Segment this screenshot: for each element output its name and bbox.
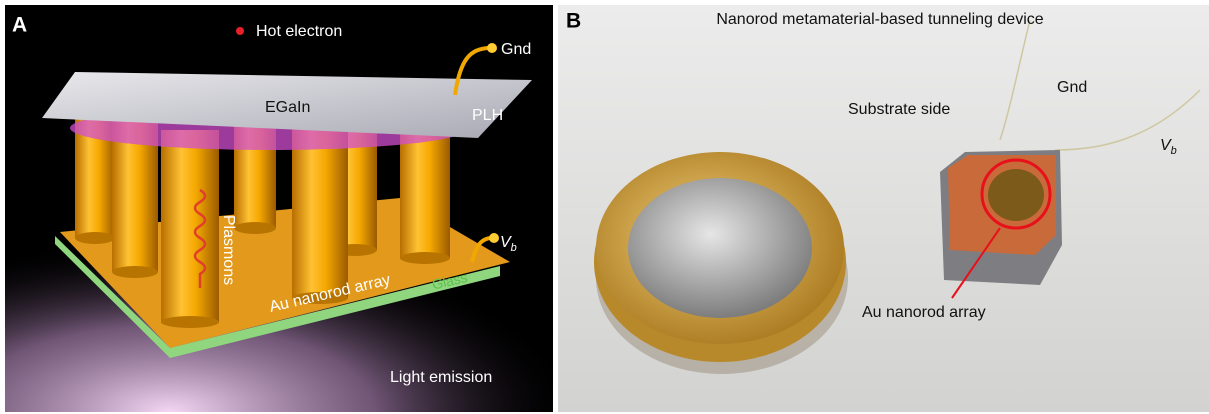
legend-label: Hot electron bbox=[256, 23, 342, 40]
nanorod-base bbox=[234, 222, 276, 234]
plasmons-label: Plasmons bbox=[220, 215, 237, 285]
egain-label: EGaIn bbox=[265, 99, 310, 116]
gnd-label: Gnd bbox=[501, 41, 531, 58]
nanorod bbox=[161, 130, 219, 322]
gnd-label: Gnd bbox=[1057, 79, 1087, 96]
vb-terminal bbox=[489, 233, 499, 243]
vb-sub: b bbox=[511, 242, 517, 254]
nanorod-base bbox=[112, 266, 158, 278]
nanorod-base bbox=[75, 232, 115, 244]
figure: A Hot electron Gnd EGaIn PLH Plasmons Vb… bbox=[0, 0, 1209, 414]
substrate-label: Substrate side bbox=[848, 101, 950, 118]
hot-electron-dot bbox=[236, 27, 244, 35]
nanorod-base bbox=[400, 252, 450, 264]
panel-letter: A bbox=[12, 14, 27, 37]
panel-letter: B bbox=[566, 10, 581, 33]
emission-label: Light emission bbox=[390, 369, 492, 386]
coin-centre bbox=[628, 178, 812, 318]
vb-sub: b bbox=[1171, 145, 1177, 157]
gnd-terminal bbox=[487, 43, 497, 53]
nanorod-base bbox=[161, 316, 219, 328]
device-array bbox=[988, 169, 1044, 221]
array-label: Au nanorod array bbox=[862, 304, 986, 321]
plh-label: PLH bbox=[472, 107, 503, 124]
panel-title: Nanorod metamaterial-based tunneling dev… bbox=[716, 11, 1043, 28]
nanorod bbox=[292, 128, 348, 298]
